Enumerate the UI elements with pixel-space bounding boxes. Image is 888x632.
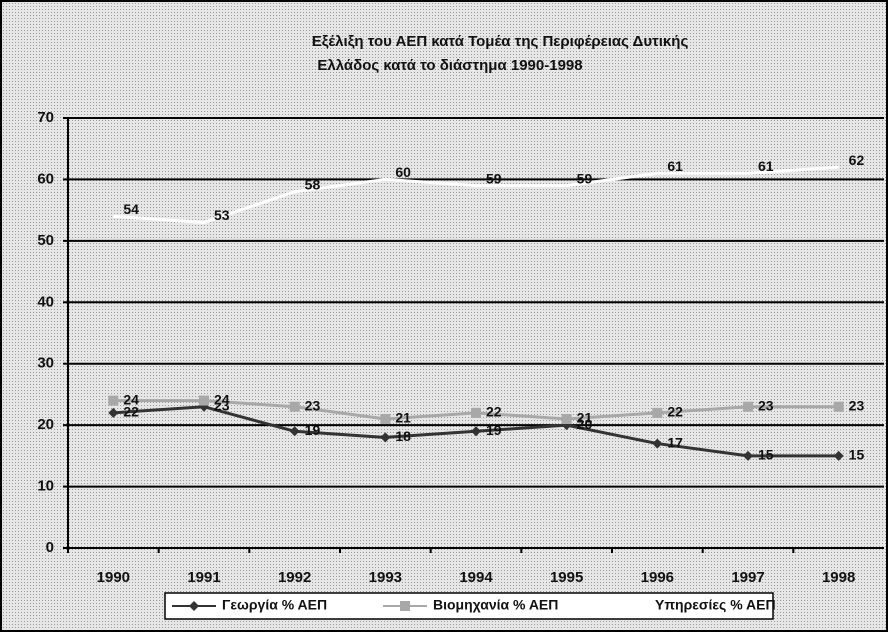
data-label: 19 [305,422,321,438]
legend-marker [189,601,199,611]
data-label: 61 [667,158,683,174]
data-point [108,395,119,406]
data-label: 62 [849,152,865,168]
data-label: 19 [486,422,502,438]
data-point [289,401,300,412]
series-line [113,165,839,224]
legend-label: Βιομηχανία % ΑΕΠ [433,597,558,613]
y-tick-label: 10 [37,478,54,495]
data-label: 23 [305,397,321,413]
data-label: 61 [758,158,774,174]
data-label: 22 [123,404,139,420]
data-point [108,407,119,418]
legend-marker [400,601,410,611]
data-point [652,407,663,418]
data-label: 59 [486,170,502,186]
y-tick-label: 20 [37,416,54,433]
x-tick-label: 1992 [278,569,311,586]
x-tick-label: 1995 [550,569,583,586]
y-tick-label: 60 [37,170,54,187]
data-point [471,426,481,437]
data-point [471,407,481,418]
data-label: 21 [577,410,593,426]
legend-label: Υπηρεσίες % ΑΕΠ [655,597,776,613]
legend-label: Γεωργία % ΑΕΠ [222,597,327,613]
data-label: 20 [577,416,593,432]
x-tick-label: 1991 [187,569,220,586]
data-point [289,426,300,437]
x-tick-label: 1997 [731,569,764,586]
data-label: 59 [577,170,593,186]
x-tick-label: 1994 [459,569,493,586]
data-point [833,450,844,461]
y-tick-label: 0 [46,539,54,556]
data-point [652,438,663,449]
data-point [743,450,753,461]
x-tick-label: 1993 [369,569,402,586]
data-label: 24 [123,391,139,407]
data-label: 21 [395,410,411,426]
chart-title: Εξέλιξη του ΑΕΠ κατά Τομέα της Περιφέρει… [312,33,689,50]
data-point [380,414,391,424]
data-point [743,401,753,412]
data-label: 18 [395,428,411,444]
y-tick-label: 50 [37,232,54,249]
data-label: 15 [849,447,865,463]
data-label: 58 [305,176,321,192]
data-point [380,432,391,443]
data-label: 22 [667,404,683,420]
chart-title: Ελλάδος κατά το διάστημα 1990-1998 [317,57,582,74]
x-tick-label: 1998 [822,569,855,586]
data-label: 24 [214,391,230,407]
data-label: 60 [395,164,411,180]
legend-box [164,592,774,620]
data-label: 54 [123,201,139,217]
data-point [561,414,572,424]
data-label: 15 [758,447,774,463]
data-label: 23 [849,397,865,413]
data-label: 53 [214,207,230,223]
data-label: 22 [486,404,502,420]
data-point [833,401,844,412]
data-label: 23 [758,397,774,413]
data-label: 17 [667,434,683,450]
x-tick-label: 1990 [97,569,130,586]
y-tick-label: 30 [37,355,54,372]
y-tick-label: 70 [37,109,54,126]
y-tick-label: 40 [37,293,54,310]
x-tick-label: 1996 [641,569,674,586]
data-point [199,395,209,406]
